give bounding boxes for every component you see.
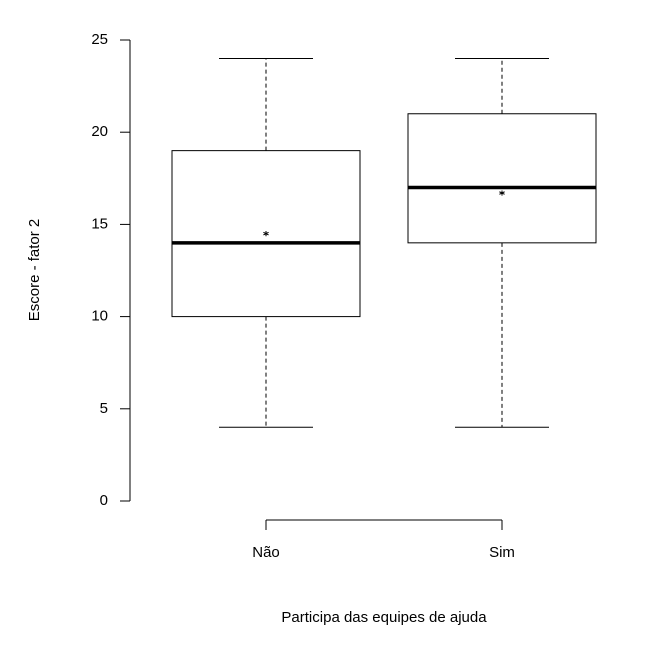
y-tick-label: 20 xyxy=(91,123,108,140)
x-tick-label: Não xyxy=(252,544,280,561)
y-tick-label: 10 xyxy=(91,308,108,325)
mean-marker xyxy=(263,231,269,237)
x-tick-label: Sim xyxy=(489,544,515,561)
y-tick-label: 15 xyxy=(91,215,108,232)
box-group xyxy=(171,57,361,428)
mean-marker xyxy=(499,190,505,196)
y-axis-label: Escore - fator 2 xyxy=(26,219,43,322)
box xyxy=(407,113,597,244)
y-tick-label: 5 xyxy=(100,400,108,417)
y-tick-label: 25 xyxy=(91,31,108,48)
y-tick-label: 0 xyxy=(100,492,108,509)
box xyxy=(171,150,361,318)
box-group xyxy=(407,57,597,428)
x-axis-label: Participa das equipes de ajuda xyxy=(281,609,487,626)
